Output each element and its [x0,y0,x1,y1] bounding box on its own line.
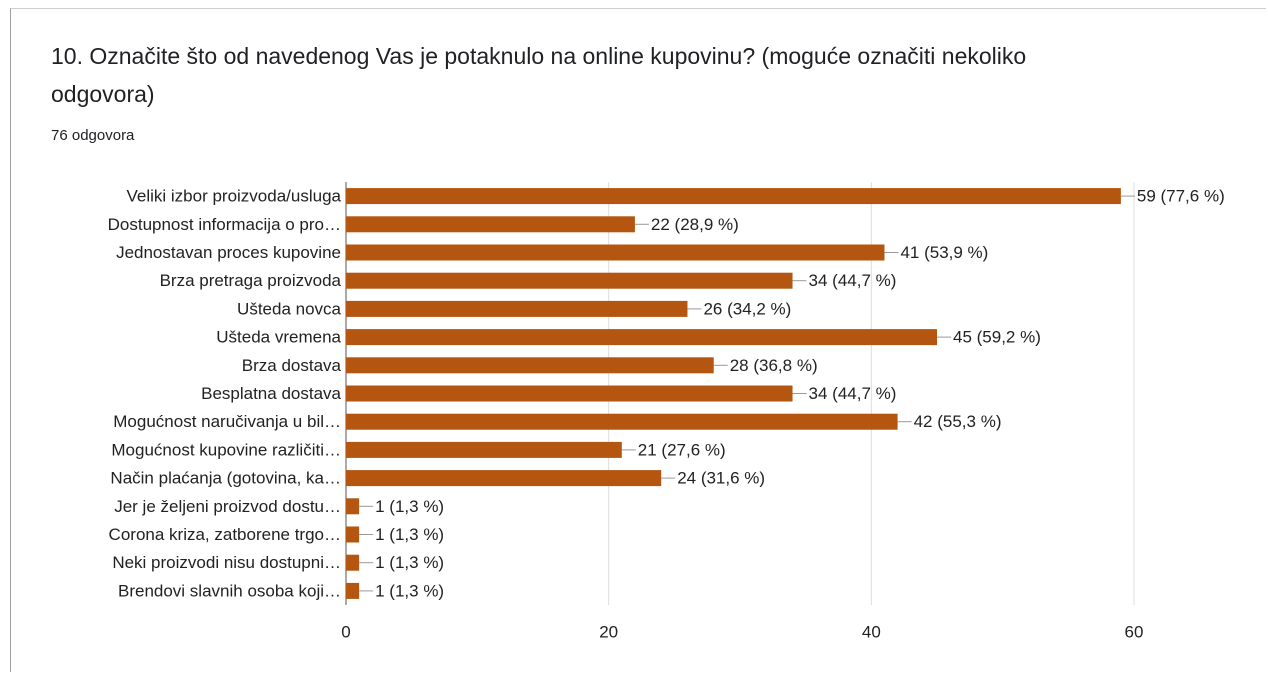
bar [346,441,622,458]
value-label: 1 (1,3 %) [375,497,444,516]
bar [346,526,360,543]
y-tick-label: Mogućnost kupovine različiti… [111,440,341,459]
y-tick-label: Ušteda vremena [216,328,341,347]
bar [346,554,360,571]
x-tick-label: 0 [341,622,350,641]
y-tick-label: Mogućnost naručivanja u bil… [113,412,341,431]
y-tick-label: Brendovi slavnih osoba koji… [118,581,341,600]
bar [346,329,937,346]
y-tick-label: Brza dostava [242,356,342,375]
y-tick-label: Jednostavan proces kupovine [116,243,341,262]
y-tick-label: Ušteda novca [237,299,341,318]
bar [346,272,793,289]
y-tick-label: Veliki izbor proizvoda/usluga [126,187,341,206]
y-tick-label: Brza pretraga proizvoda [160,271,342,290]
value-label: 34 (44,7 %) [809,384,897,403]
value-label: 24 (31,6 %) [677,469,765,488]
x-tick-label: 20 [599,622,618,641]
x-tick-label: 60 [1125,622,1144,641]
value-label: 26 (34,2 %) [703,299,791,318]
bar [346,413,898,430]
bar [346,216,635,233]
bar [346,470,662,487]
chart-subtitle: 76 odgovora [51,127,135,144]
value-label: 1 (1,3 %) [375,553,444,572]
x-tick-label: 40 [862,622,881,641]
y-tick-label: Corona kriza, zatborene trgo… [109,525,341,544]
chart-title: 10. Označite što od navedenog Vas je pot… [51,43,1027,107]
value-label: 21 (27,6 %) [638,440,726,459]
y-tick-label: Jer je željeni proizvod dostu… [114,497,341,516]
bar [346,188,1121,205]
bar [346,498,360,515]
bar [346,244,885,261]
value-label: 1 (1,3 %) [375,581,444,600]
y-tick-label: Način plaćanja (gotovina, ka… [110,469,341,488]
value-label: 59 (77,6 %) [1137,187,1225,206]
y-tick-label: Besplatna dostava [201,384,341,403]
value-label: 42 (55,3 %) [914,412,1002,431]
value-label: 28 (36,8 %) [730,356,818,375]
value-label: 22 (28,9 %) [651,215,739,234]
bar [346,357,714,374]
value-label: 34 (44,7 %) [809,271,897,290]
value-label: 45 (59,2 %) [953,328,1041,347]
bar [346,582,360,599]
value-label: 1 (1,3 %) [375,525,444,544]
bar [346,300,688,317]
value-label: 41 (53,9 %) [900,243,988,262]
y-tick-label: Dostupnost informacija o pro… [108,215,341,234]
bar [346,385,793,402]
y-tick-label: Neki proizvodi nisu dostupni… [112,553,341,572]
